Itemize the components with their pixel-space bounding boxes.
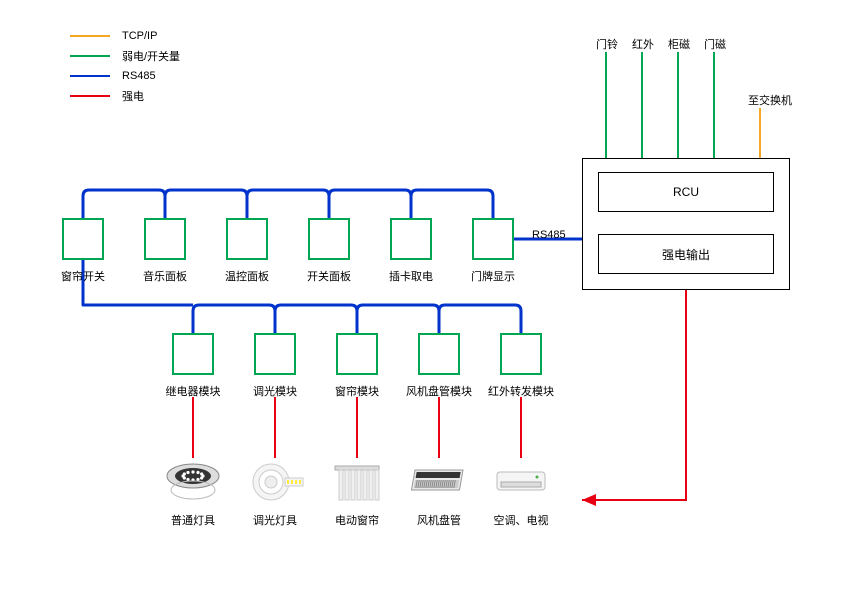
legend-label: RS485	[122, 70, 156, 82]
legend-swatch	[70, 75, 110, 77]
device-label: 调光灯具	[244, 512, 306, 528]
panel-box	[472, 218, 514, 260]
legend-row-weak: 弱电/开关量	[70, 48, 180, 64]
device-fancoil: 风机盘管	[408, 460, 470, 528]
legend-swatch	[70, 95, 110, 97]
legend-swatch	[70, 35, 110, 37]
rcu-box: RCU	[598, 172, 774, 212]
panel-label: 温控面板	[216, 268, 278, 284]
module-box	[336, 333, 378, 375]
rcu-label: RCU	[673, 185, 699, 199]
legend-swatch	[70, 55, 110, 57]
panel-box	[226, 218, 268, 260]
legend-row-tcpip: TCP/IP	[70, 30, 180, 42]
input-label: 柜磁	[668, 36, 690, 52]
module-label: 调光模块	[240, 383, 310, 399]
input-label: 门铃	[596, 36, 618, 52]
panel-box	[390, 218, 432, 260]
input-label: 门磁	[704, 36, 726, 52]
panel-label: 插卡取电	[380, 268, 442, 284]
panel-label: 门牌显示	[462, 268, 524, 284]
device-ac: 空调、电视	[490, 460, 552, 528]
legend-row-rs485: RS485	[70, 70, 180, 82]
module-label: 窗帘模块	[322, 383, 392, 399]
module-box	[254, 333, 296, 375]
strong-output-box: 强电输出	[598, 234, 774, 274]
switch-label: 至交换机	[748, 92, 792, 108]
module-box	[500, 333, 542, 375]
legend-label: 弱电/开关量	[122, 48, 180, 64]
legend-row-strong: 强电	[70, 88, 180, 104]
module-label: 红外转发模块	[486, 383, 556, 399]
panel-label: 开关面板	[298, 268, 360, 284]
rs485-side-label: RS485	[532, 229, 566, 241]
panel-label: 窗帘开关	[52, 268, 114, 284]
module-box	[172, 333, 214, 375]
input-label: 红外	[632, 36, 654, 52]
device-label: 普通灯具	[162, 512, 224, 528]
panel-label: 音乐面板	[134, 268, 196, 284]
module-box	[418, 333, 460, 375]
device-downlight: 普通灯具	[162, 460, 224, 528]
device-label: 空调、电视	[490, 512, 552, 528]
strong-output-label: 强电输出	[662, 246, 710, 263]
panel-box	[308, 218, 350, 260]
legend-label: 强电	[122, 88, 144, 104]
device-label: 电动窗帘	[326, 512, 388, 528]
legend: TCP/IP 弱电/开关量 RS485 强电	[70, 30, 180, 110]
panel-box	[144, 218, 186, 260]
device-ledstrip: 调光灯具	[244, 460, 306, 528]
module-label: 风机盘管模块	[404, 383, 474, 399]
module-label: 继电器模块	[158, 383, 228, 399]
panel-box	[62, 218, 104, 260]
device-label: 风机盘管	[408, 512, 470, 528]
device-curtain: 电动窗帘	[326, 460, 388, 528]
legend-label: TCP/IP	[122, 30, 157, 42]
